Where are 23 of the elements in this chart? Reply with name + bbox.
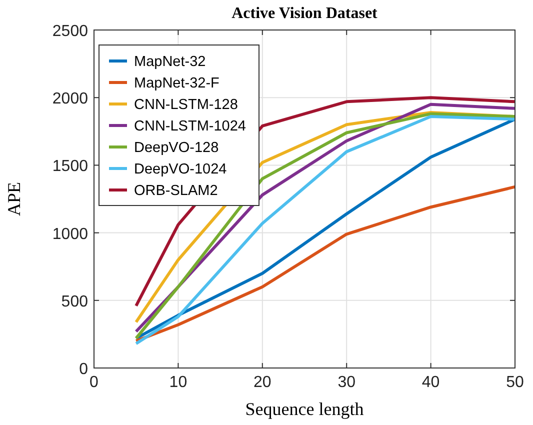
x-tick-label: 20 [254, 374, 272, 391]
legend-label: CNN-LSTM-128 [134, 97, 238, 113]
legend-label: MapNet-32 [134, 54, 206, 70]
y-tick-label: 1500 [52, 158, 88, 176]
legend-label: DeepVO-128 [134, 140, 219, 156]
y-tick-label: 500 [61, 293, 88, 310]
x-tick-label: 10 [169, 374, 188, 391]
x-axis-title: Sequence length [245, 399, 364, 419]
legend-label: DeepVO-1024 [134, 162, 227, 178]
y-tick-label: 0 [79, 361, 88, 378]
x-tick-label: 50 [506, 374, 524, 391]
line-series [134, 185, 516, 342]
x-tick-label: 40 [422, 374, 440, 391]
legend-label: MapNet-32-F [134, 76, 220, 92]
y-tick-label: 2000 [52, 90, 88, 108]
y-tick-label: 2500 [52, 23, 88, 40]
legend-label: ORB-SLAM2 [134, 183, 218, 199]
legend-label: CNN-LSTM-1024 [134, 118, 246, 134]
y-tick-label: 1000 [52, 226, 88, 243]
chart-title: Active Vision Dataset [232, 5, 378, 22]
y-axis-title: APE [4, 182, 24, 216]
x-tick-label: 0 [90, 374, 99, 391]
x-tick-label: 30 [338, 374, 356, 391]
